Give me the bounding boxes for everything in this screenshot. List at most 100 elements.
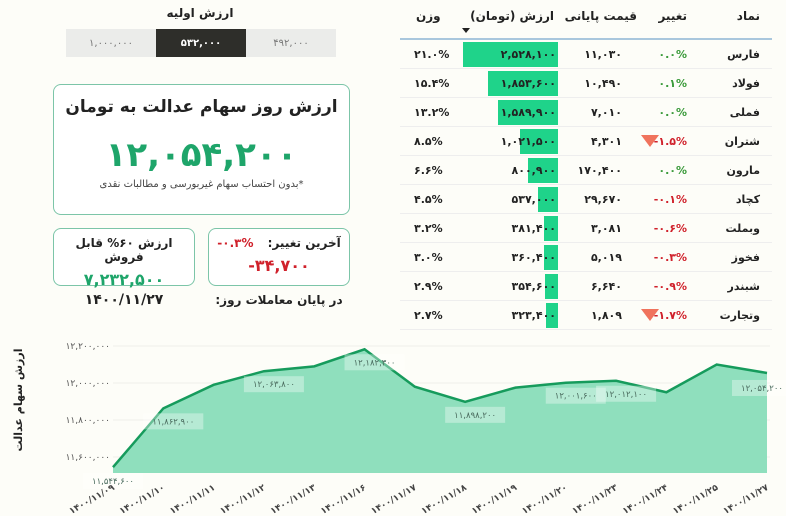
x-tick-label: ۱۴۰۰/۱۱/۲۰ xyxy=(521,483,570,516)
date-value: ۱۴۰۰/۱۱/۲۷ xyxy=(84,292,164,308)
last-change-card: آخرین تغییر: -۰.۳% -۳۴,۷۰۰ xyxy=(208,228,350,286)
symbol[interactable]: شتران xyxy=(724,135,760,148)
change: -۰.۱% xyxy=(653,193,687,206)
change: ۰.۰% xyxy=(658,106,687,119)
y-tick-label: ۱۱,۶۰۰,۰۰۰ xyxy=(66,453,110,463)
option-1000000[interactable]: ۱,۰۰۰,۰۰۰ xyxy=(66,29,156,57)
table-header: نماد تغییر قیمت پایانی ارزش (تومان) وزن xyxy=(400,0,772,40)
value-bar xyxy=(488,71,558,96)
data-label-bg xyxy=(344,354,405,371)
x-tick-label: ۱۴۰۰/۱۱/۱۲ xyxy=(219,483,268,516)
table-row[interactable]: کچاد -۰.۱% ۲۹,۶۷۰ ۵۳۷,۰۰۰ ۴.۵% xyxy=(400,185,772,214)
table-row[interactable]: وتجارت -۱.۷% ۱,۸۰۹ ۳۲۳,۴۰۰ ۲.۷% xyxy=(400,301,772,330)
option-532000[interactable]: ۵۳۲,۰۰۰ xyxy=(156,29,246,57)
header-change[interactable]: تغییر xyxy=(658,9,687,23)
x-tick-label: ۱۴۰۰/۱۱/۱۹ xyxy=(470,483,519,516)
area-fill xyxy=(113,349,767,473)
option-492000[interactable]: ۴۹۲,۰۰۰ xyxy=(246,29,336,57)
header-value[interactable]: ارزش (تومان) xyxy=(470,9,554,23)
sort-desc-icon[interactable] xyxy=(462,28,470,33)
change: ۰.۰% xyxy=(658,164,687,177)
x-tick-label: ۱۴۰۰/۱۱/۲۳ xyxy=(571,483,620,516)
table-row[interactable]: فولاد ۰.۱% ۱۰,۴۹۰ ۱,۸۵۳,۶۰۰ ۱۵.۴% xyxy=(400,69,772,98)
data-label: ۱۱,۸۹۸,۲۰۰ xyxy=(454,411,496,421)
value: ۸۰۰,۹۰۰ xyxy=(511,164,556,177)
price: ۷,۰۱۰ xyxy=(590,106,622,119)
series-line xyxy=(112,347,768,469)
x-tick-label: ۱۴۰۰/۱۱/۱۱ xyxy=(168,483,217,516)
y-tick-label: ۱۱,۸۰۰,۰۰۰ xyxy=(66,416,110,426)
x-tick-label: ۱۴۰۰/۱۱/۲۷ xyxy=(722,483,771,516)
weight: ۳.۰% xyxy=(414,251,443,264)
down-arrow-icon xyxy=(641,135,659,147)
table-row[interactable]: فملی ۰.۰% ۷,۰۱۰ ۱,۵۸۹,۹۰۰ ۱۳.۲% xyxy=(400,98,772,127)
last-change-label: آخرین تغییر: xyxy=(267,236,341,250)
data-label-bg xyxy=(545,387,606,404)
table-row[interactable]: شبندر -۰.۹% ۶,۶۴۰ ۳۵۴,۶۰۰ ۲.۹% xyxy=(400,272,772,301)
y-tick-label: ۱۲,۰۰۰,۰۰۰ xyxy=(66,379,110,389)
weight: ۱۵.۴% xyxy=(414,77,450,90)
price: ۲۹,۶۷۰ xyxy=(584,193,622,206)
symbol[interactable]: وتجارت xyxy=(719,309,760,322)
value-bar xyxy=(544,274,558,299)
x-tick-label: ۱۴۰۰/۱۱/۲۴ xyxy=(621,483,670,516)
symbol[interactable]: مارون xyxy=(726,164,761,177)
data-label: ۱۲,۰۶۳,۸۰۰ xyxy=(253,380,295,390)
data-label: ۱۱,۵۴۴,۶۰۰ xyxy=(92,477,134,487)
initial-value-selector[interactable]: ۱,۰۰۰,۰۰۰ ۵۳۲,۰۰۰ ۴۹۲,۰۰۰ xyxy=(66,29,336,57)
value-bar xyxy=(463,42,558,67)
value-bar xyxy=(527,158,558,183)
data-label-bg xyxy=(143,413,204,430)
daily-value-note: *بدون احتساب سهام غیربورسی و مطالبات نقد… xyxy=(99,179,304,190)
date-label: در پایان معاملات روز: xyxy=(215,293,343,307)
symbol[interactable]: وبملت xyxy=(725,222,760,235)
weight: ۲.۹% xyxy=(414,280,443,293)
x-tick-label: ۱۴۰۰/۱۱/۱۶ xyxy=(319,483,368,516)
price: ۶,۶۴۰ xyxy=(590,280,622,293)
change: ۰.۰% xyxy=(658,48,687,61)
data-label-bg xyxy=(243,376,304,393)
x-tick-label: ۱۴۰۰/۱۱/۱۸ xyxy=(420,483,469,516)
value-bar xyxy=(545,303,558,328)
y-tick-label: ۱۲,۲۰۰,۰۰۰ xyxy=(66,342,110,352)
change: -۰.۶% xyxy=(653,222,687,235)
value: ۳۵۴,۶۰۰ xyxy=(511,280,556,293)
header-price[interactable]: قیمت پایانی xyxy=(564,9,637,23)
table-row[interactable]: مارون ۰.۰% ۱۷۰,۴۰۰ ۸۰۰,۹۰۰ ۶.۶% xyxy=(400,156,772,185)
table-row[interactable]: شتران -۱.۵% ۴,۳۰۱ ۱,۰۲۱,۵۰۰ ۸.۵% xyxy=(400,127,772,156)
data-label-bg xyxy=(732,379,786,396)
symbol[interactable]: فارس xyxy=(727,48,760,61)
symbol[interactable]: شبندر xyxy=(727,280,760,293)
value-bar xyxy=(498,100,558,125)
x-tick-label: ۱۴۰۰/۱۱/۱۳ xyxy=(269,483,318,516)
table-row[interactable]: فارس ۰.۰% ۱۱,۰۳۰ ۲,۵۲۸,۱۰۰ ۲۱.۰% xyxy=(400,40,772,69)
symbol[interactable]: فولاد xyxy=(732,77,760,90)
symbol[interactable]: کچاد xyxy=(735,193,760,206)
header-symbol[interactable]: نماد xyxy=(736,9,760,23)
table-row[interactable]: وبملت -۰.۶% ۳,۰۸۱ ۳۸۱,۴۰۰ ۳.۲% xyxy=(400,214,772,243)
y-axis-title: ارزش سهام عدالت xyxy=(12,349,25,452)
price: ۱۰,۴۹۰ xyxy=(584,77,622,90)
symbol[interactable]: فملی xyxy=(729,106,760,119)
header-weight[interactable]: وزن xyxy=(416,9,441,23)
last-change-value: -۳۴,۷۰۰ xyxy=(248,256,310,275)
symbol[interactable]: فخوز xyxy=(731,251,760,264)
price: ۱۷۰,۴۰۰ xyxy=(577,164,622,177)
daily-value: ۱۲,۰۵۴,۲۰۰ xyxy=(105,135,298,175)
table-row[interactable]: فخوز -۰.۳% ۵,۰۱۹ ۳۶۰,۴۰۰ ۳.۰% xyxy=(400,243,772,272)
data-label: ۱۲,۰۵۴,۲۰۰ xyxy=(741,384,783,394)
weight: ۲۱.۰% xyxy=(414,48,450,61)
value-bar xyxy=(519,129,558,154)
price: ۵,۰۱۹ xyxy=(590,251,622,264)
sellable-value-card: ارزش ۶۰% قابل فروش ۷,۲۳۲,۵۰۰ xyxy=(53,228,195,289)
value-history-chart: ۱۱,۶۰۰,۰۰۰ ۱۱,۸۰۰,۰۰۰ ۱۲,۰۰۰,۰۰۰ ۱۲,۲۰۰,۰۰۰… xyxy=(12,342,786,516)
weight: ۴.۵% xyxy=(414,193,443,206)
stocks-table: نماد تغییر قیمت پایانی ارزش (تومان) وزن … xyxy=(400,0,772,330)
value: ۲,۵۲۸,۱۰۰ xyxy=(500,48,556,61)
value-bar xyxy=(537,187,558,212)
change: -۱.۷% xyxy=(653,309,687,322)
weight: ۸.۵% xyxy=(414,135,443,148)
initial-value-title: ارزش اولیه xyxy=(166,6,234,20)
value: ۱,۵۸۹,۹۰۰ xyxy=(500,106,556,119)
change: -۰.۳% xyxy=(653,251,687,264)
